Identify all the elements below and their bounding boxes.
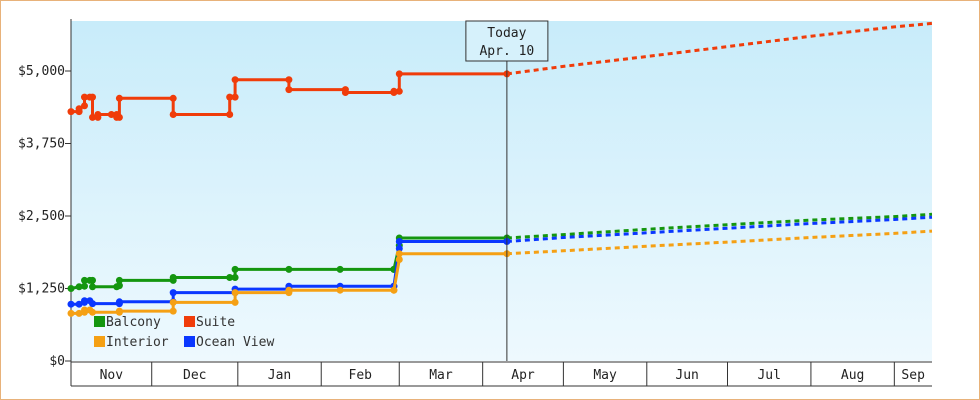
month-label: Jan [268,368,291,383]
data-point [81,282,88,290]
y-tick-label: $5,000 [18,64,65,79]
data-point [89,93,96,101]
data-point [390,286,398,294]
today-marker: Today Apr. 10 [465,20,549,361]
data-point [89,308,96,316]
today-label: Today [487,26,526,41]
forecast-line [506,212,933,240]
data-point [75,300,83,308]
data-point [81,102,88,110]
data-point [226,274,234,281]
legend-label: Interior [106,335,169,350]
data-point [169,274,177,281]
data-point [395,256,403,263]
data-point [226,111,234,118]
y-tick-label: $1,250 [18,282,65,297]
data-point [395,87,403,95]
data-point [107,111,115,118]
forecast-line [506,215,933,243]
data-point [75,105,83,113]
forecast-line [506,229,933,256]
series-layer [67,21,933,317]
legend-label: Balcony [106,315,161,330]
data-point [115,94,123,102]
month-label: Nov [100,368,124,383]
data-point [285,286,293,294]
data-point [395,250,403,258]
data-point [231,274,239,281]
legend-swatch [184,316,195,327]
data-point [390,87,398,95]
legend-swatch [94,316,105,327]
data-point [81,297,88,305]
y-tick-label: $2,500 [18,209,65,224]
data-point [89,276,96,284]
plot-background [71,21,932,361]
data-point [115,307,123,315]
month-label: Feb [349,368,373,383]
today-box [465,20,549,62]
data-point [231,93,239,101]
y-tick-label: $0 [49,354,65,369]
series-suite [67,21,933,121]
data-point [285,86,293,94]
legend-swatch [94,336,105,347]
x-axis: Nov Dec Jan Feb Mar Apr May Jun Jul Aug Sep [71,361,932,387]
data-point [115,113,123,121]
data-point [285,76,293,84]
data-point [395,238,403,245]
data-point [67,285,75,292]
legend-swatch [184,336,195,347]
month-label: Jun [675,368,698,383]
month-label: Mar [429,368,453,383]
forecast-line [506,21,933,76]
data-point [231,289,239,297]
data-point [81,93,88,101]
data-point [94,111,102,118]
data-point [395,70,403,78]
data-point [169,111,177,118]
month-label: May [593,368,617,383]
data-point [75,309,83,317]
data-point [115,276,123,284]
month-label: Jul [757,368,780,383]
data-point [89,300,96,308]
data-point [169,298,177,306]
data-point [231,76,239,84]
data-point [395,245,403,252]
data-point [336,286,344,294]
data-point [89,283,96,291]
data-point [115,282,123,290]
legend-label: Ocean View [196,335,274,350]
y-axis: $0 $1,250 $2,500 $3,750 $5,000 [18,19,72,386]
legend: Balcony Suite Interior Ocean View [94,315,274,350]
data-point [81,306,88,314]
data-point [226,93,234,101]
data-point [285,265,293,273]
data-point [169,307,177,315]
data-point [115,298,123,306]
data-point [169,289,177,297]
month-label: Aug [841,368,864,383]
legend-label: Suite [196,315,235,330]
data-point [89,113,96,121]
data-point [75,283,83,291]
month-label: Dec [183,368,206,383]
today-date: Apr. 10 [479,44,534,59]
data-point [81,276,88,284]
y-tick-label: $3,750 [18,137,65,152]
series-interior [67,229,933,317]
data-point [231,298,239,306]
data-point [336,265,344,273]
month-label: Apr [511,368,535,383]
data-point [67,108,75,116]
data-point [231,265,239,273]
data-point [341,89,349,96]
data-point [169,94,177,102]
data-point [67,300,75,308]
data-point [67,309,75,317]
month-label: Sep [901,368,925,383]
